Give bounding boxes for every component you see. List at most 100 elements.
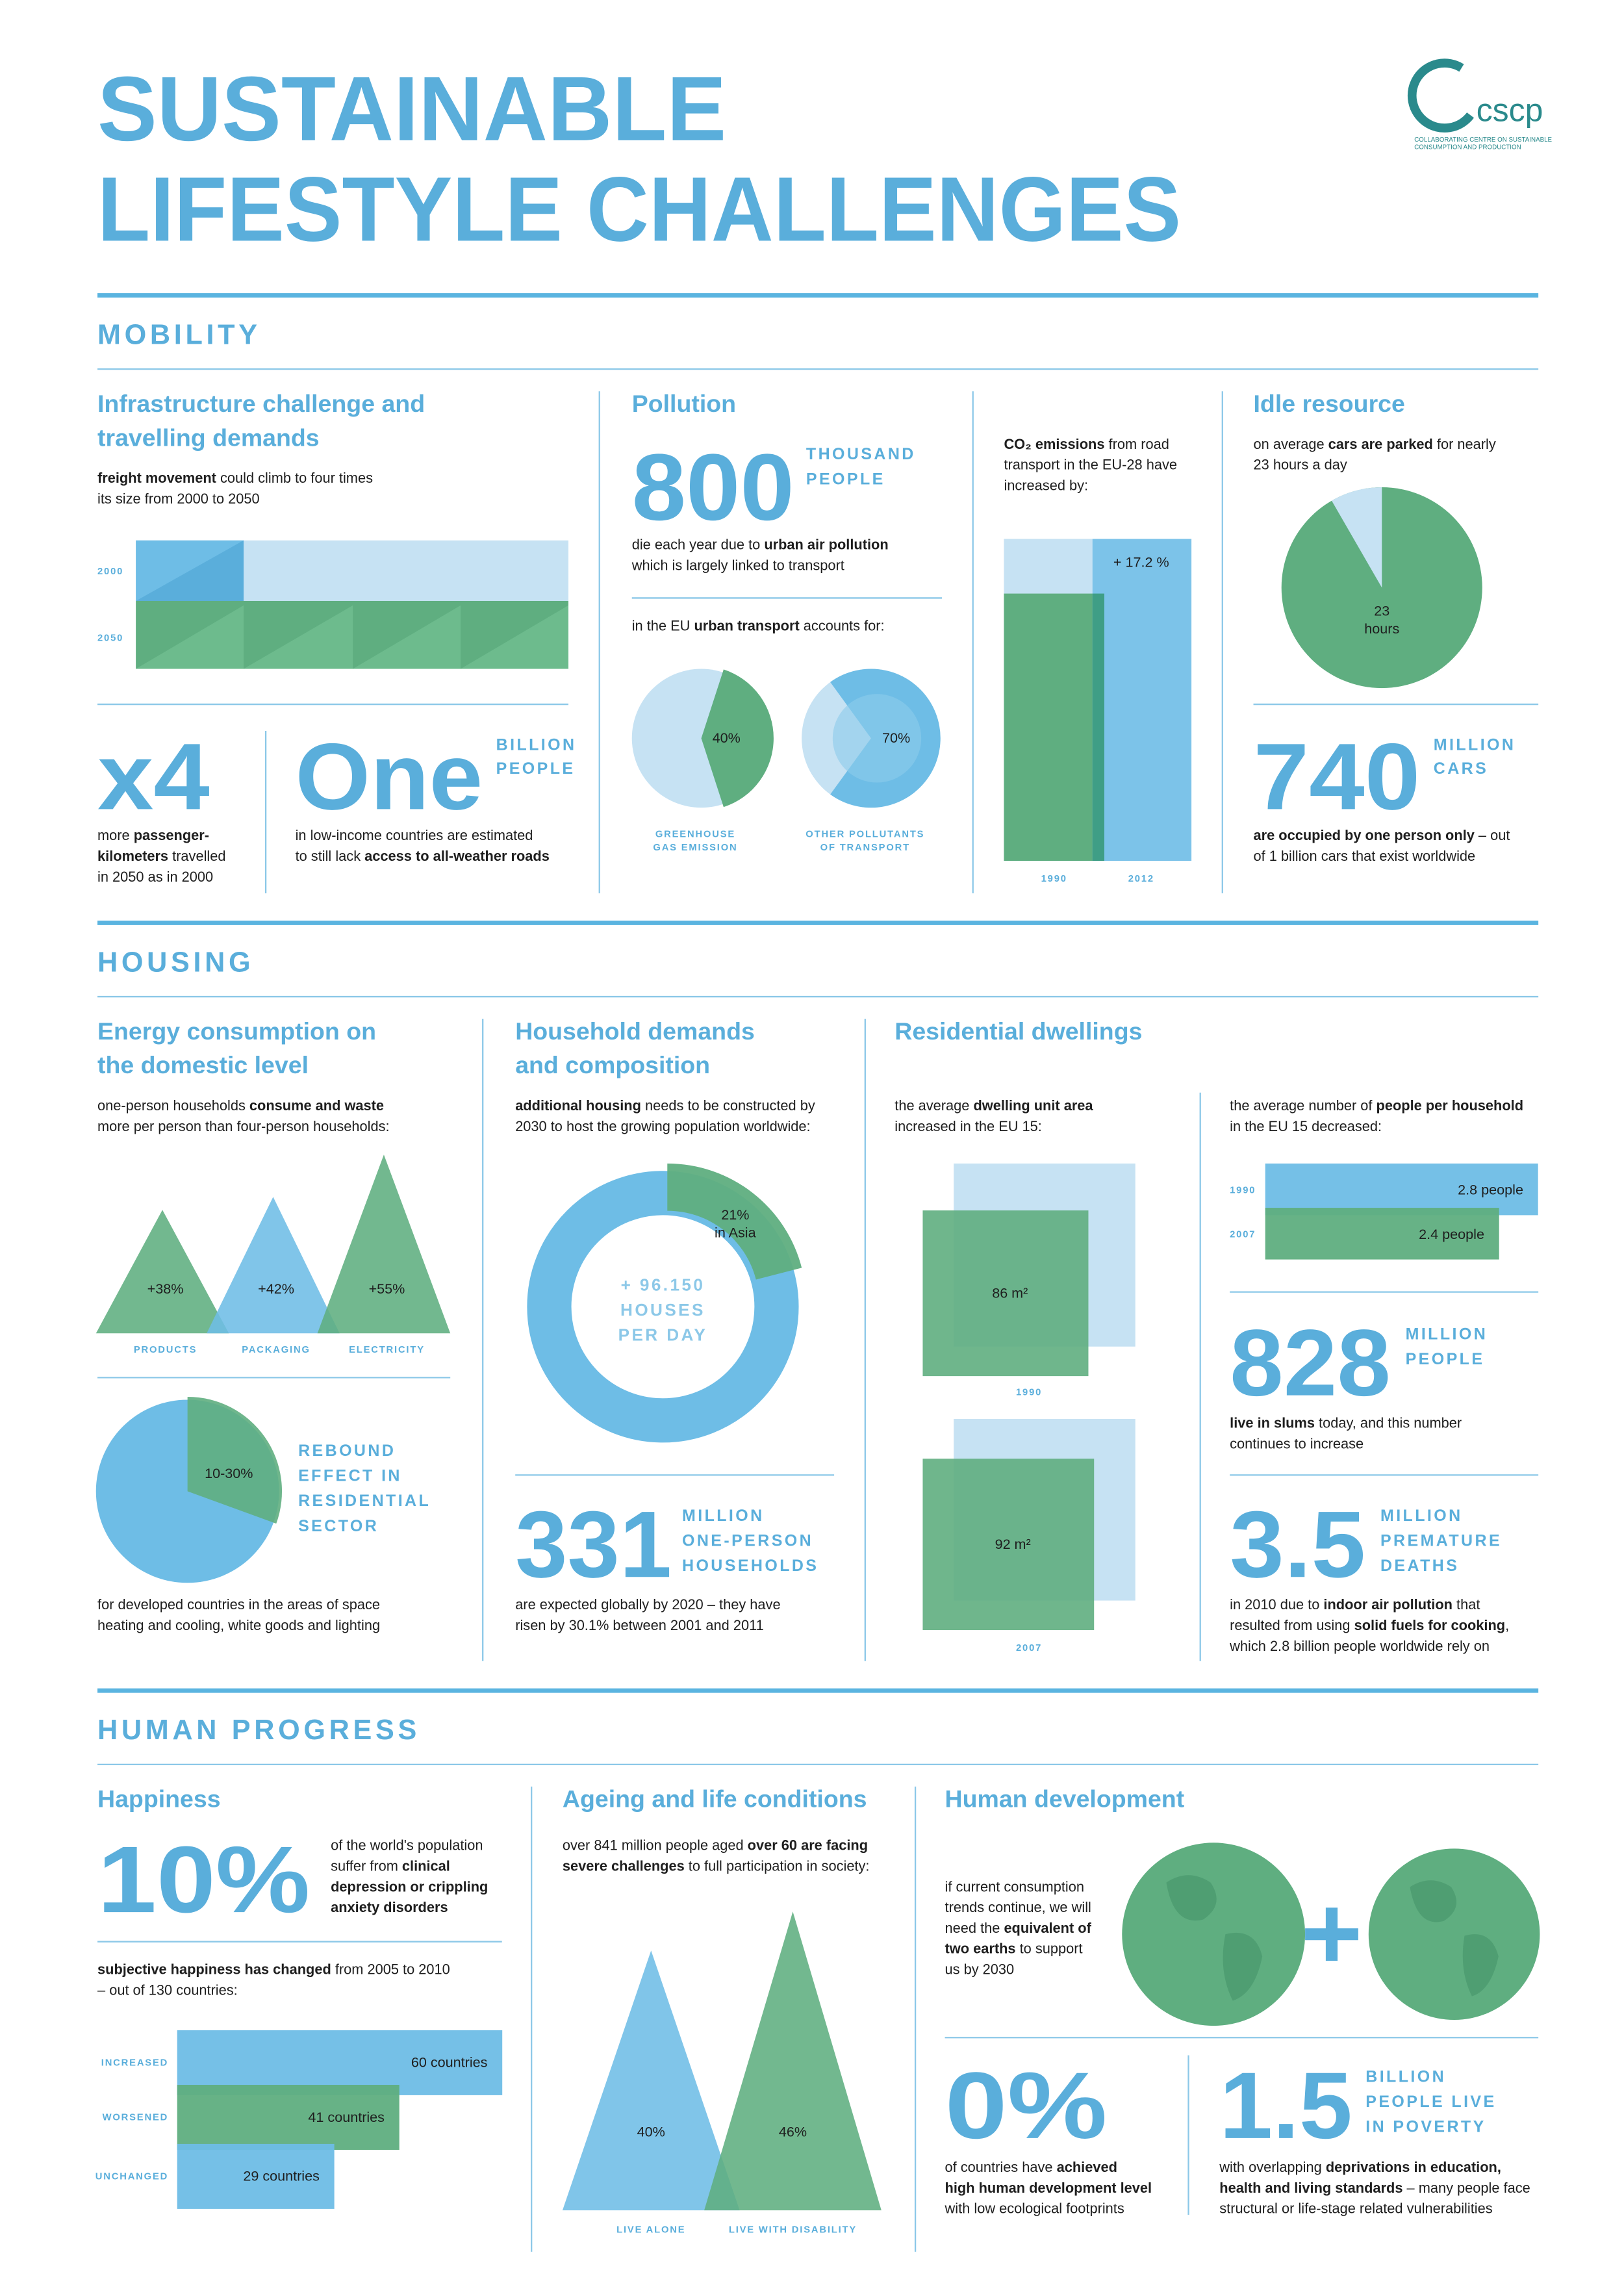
- text-run: trends continue, we will: [945, 1899, 1091, 1915]
- donut-slice: [667, 1163, 802, 1280]
- body-text: 23 hours a day: [1254, 457, 1347, 473]
- heading: and composition: [515, 1051, 710, 1078]
- text-run: could climb to four times: [216, 470, 373, 486]
- text-run: over 60 are facing: [748, 1837, 868, 1854]
- text-run: – out of 130 countries:: [97, 1982, 238, 1998]
- value-label: 46%: [779, 2124, 807, 2140]
- logo-subtitle: COLLABORATING CENTRE ON SUSTAINABLE: [1414, 136, 1552, 144]
- donut: [527, 1171, 799, 1443]
- body-text: are occupied by one person only – out: [1254, 827, 1510, 843]
- big-figure: x4: [97, 723, 210, 829]
- body-text: of countries have achieved: [945, 2159, 1117, 2175]
- text-run: access to all-weather roads: [364, 848, 550, 864]
- body-text: which 2.8 billion people worldwide rely …: [1229, 1638, 1490, 1654]
- value-label: 92 m²: [995, 1536, 1031, 1552]
- unit-label: PEOPLE LIVE: [1365, 2093, 1496, 2111]
- text-run: people per household: [1377, 1097, 1523, 1114]
- idle-pie: [1281, 487, 1482, 689]
- heading: Energy consumption on: [97, 1017, 376, 1045]
- body-text: the average dwelling unit area: [894, 1097, 1093, 1114]
- big-figure: 800: [632, 434, 794, 540]
- body-text: depression or crippling: [331, 1878, 488, 1894]
- text-run: CO₂ emissions: [1004, 436, 1104, 452]
- body-text: with low ecological footprints: [945, 2200, 1124, 2217]
- caption: OF TRANSPORT: [820, 843, 910, 853]
- text-run: needs to be constructed by: [641, 1097, 815, 1114]
- pie-slice: [701, 669, 774, 808]
- body-text: structural or life-stage related vulnera…: [1219, 2200, 1492, 2217]
- unit-label: RESIDENTIAL: [298, 1492, 431, 1510]
- bar-name: UNCHANGED: [95, 2171, 168, 2182]
- body-text: one-person households consume and waste: [97, 1097, 384, 1114]
- text-run: 23 hours a day: [1254, 457, 1347, 473]
- year-label: 2007: [1016, 1643, 1042, 1653]
- text-run: increased by:: [1004, 478, 1088, 494]
- bar: [177, 2085, 400, 2150]
- text-run: risen by 30.1% between 2001 and 2011: [515, 1617, 764, 1633]
- text-run: equivalent of: [1004, 1920, 1091, 1936]
- unit-label: DEATHS: [1380, 1557, 1459, 1575]
- value-label: 21%: [721, 1206, 749, 1223]
- section-title: MOBILITY: [97, 320, 261, 351]
- text-run: – out: [1475, 827, 1510, 843]
- text-run: achieved: [1057, 2159, 1117, 2175]
- text-run: from road: [1105, 436, 1169, 452]
- big-figure: 0%: [945, 2052, 1108, 2158]
- body-text: in 2050 as in 2000: [97, 869, 213, 885]
- rebound-pie: [95, 1396, 283, 1583]
- bar: [1265, 1163, 1538, 1216]
- unit-label: BILLION: [496, 736, 577, 754]
- body-text: in low-income countries are estimated: [296, 827, 533, 843]
- freight-graphic: [136, 540, 569, 669]
- body-text: CO₂ emissions from road: [1004, 436, 1169, 452]
- big-figure: 740: [1254, 723, 1421, 829]
- pie-core: [832, 694, 922, 783]
- globe: [1122, 1843, 1306, 2026]
- text-run: increased in the EU 15:: [894, 1118, 1042, 1134]
- unit-label: PEOPLE: [806, 470, 885, 488]
- heading: Happiness: [97, 1785, 221, 1813]
- value-label: 86 m²: [992, 1284, 1028, 1301]
- body-text: need the equivalent of: [945, 1920, 1092, 1936]
- value-label: 10-30%: [205, 1465, 253, 1481]
- text-run: more: [97, 827, 134, 843]
- heading: the domestic level: [97, 1051, 309, 1078]
- bar-name: WORSENED: [103, 2113, 169, 2123]
- freight-units: [136, 605, 569, 669]
- section-title: HOUSING: [97, 947, 254, 978]
- value-note: in Asia: [715, 1224, 756, 1240]
- text-run: are occupied by one person only: [1254, 827, 1475, 843]
- body-text: transport in the EU-28 have: [1004, 457, 1177, 473]
- text-run: kilometers: [97, 848, 168, 864]
- triangle: [704, 1911, 882, 2211]
- text-run: if current consumption: [945, 1878, 1084, 1894]
- body-text: live in slums today, and this number: [1230, 1415, 1462, 1431]
- body-text: over 841 million people aged over 60 are…: [563, 1837, 868, 1854]
- year-label: 2007: [1230, 1229, 1256, 1240]
- title: SUSTAINABLE: [97, 57, 726, 160]
- caption: OTHER POLLUTANTS: [806, 830, 924, 840]
- body-text: its size from 2000 to 2050: [97, 491, 260, 507]
- value-label: 60 countries: [411, 2054, 488, 2071]
- logo-subtitle: CONSUMPTION AND PRODUCTION: [1414, 144, 1521, 151]
- text-run: in the EU 15 decreased:: [1230, 1118, 1382, 1134]
- text-run: one-person households: [97, 1097, 249, 1114]
- text-run: are expected globally by 2020 – they hav…: [515, 1596, 780, 1613]
- value-label: +38%: [147, 1281, 184, 1297]
- text-run: freight movement: [97, 470, 216, 486]
- heading: Infrastructure challenge and: [97, 390, 425, 417]
- caption: PRODUCTS: [134, 1345, 197, 1355]
- rebound-share: [187, 1396, 283, 1524]
- globes: [1122, 1843, 1540, 2026]
- unit-label: EFFECT IN: [298, 1466, 402, 1485]
- body-text: are expected globally by 2020 – they hav…: [515, 1596, 780, 1613]
- value-label: 70%: [882, 730, 910, 746]
- text-run: us by 2030: [945, 1961, 1015, 1978]
- bar: [177, 2030, 503, 2095]
- triangle: [317, 1154, 451, 1334]
- caption: GREENHOUSE: [655, 830, 735, 840]
- big-figure: 1.5: [1219, 2052, 1352, 2158]
- body-text: heating and cooling, white goods and lig…: [97, 1617, 380, 1633]
- triangle: [207, 1197, 340, 1334]
